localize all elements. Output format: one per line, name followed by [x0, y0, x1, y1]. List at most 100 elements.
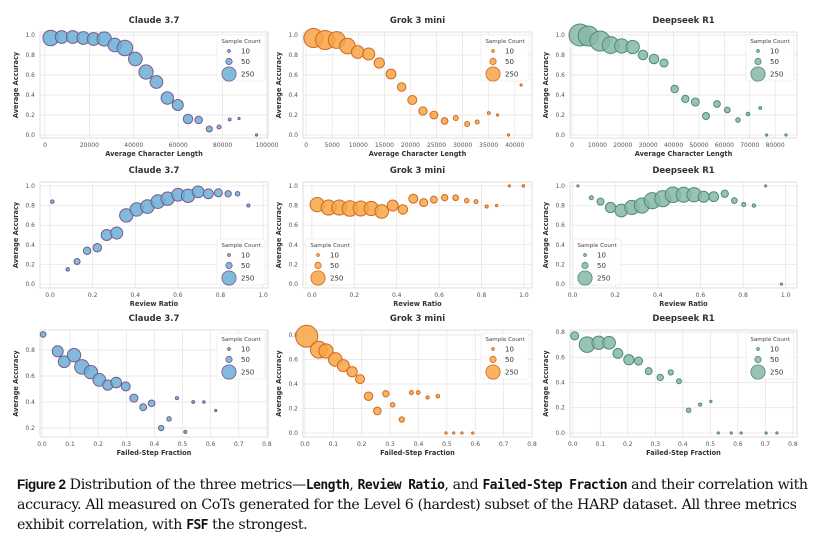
data-point: [570, 331, 580, 341]
y-tick-label: 1.0: [555, 32, 565, 39]
y-tick-label: 0.4: [288, 92, 298, 99]
caption-metric-length: Length: [305, 478, 350, 493]
legend: Sample Count 10 50 250: [480, 332, 530, 380]
y-tick-label: 0.8: [555, 203, 565, 210]
scatter-panel-deepseek: 0 10000 20000 30000 40000 50000 60000 70000 8000…: [542, 16, 798, 158]
data-point: [191, 185, 205, 199]
data-point: [612, 348, 624, 359]
caption-text: and their correlation with accuracy. All…: [17, 477, 808, 533]
legend-label: 10: [770, 346, 779, 354]
x-tick-label: 0.6: [434, 292, 444, 299]
data-point: [452, 115, 459, 121]
x-tick-label: 0.0: [37, 441, 47, 448]
data-point: [224, 190, 232, 198]
data-point: [202, 188, 214, 200]
data-point: [214, 408, 218, 413]
legend-marker: [489, 355, 497, 364]
data-point: [254, 133, 259, 137]
data-point: [396, 82, 407, 92]
y-tick-label: 1.0: [25, 183, 35, 190]
x-tick-label: 0.3: [651, 441, 661, 448]
data-point: [363, 391, 374, 402]
data-point: [729, 431, 733, 435]
x-tick-label: 0.6: [470, 441, 480, 448]
x-tick-label: 0.0: [307, 292, 317, 299]
data-point: [408, 193, 419, 204]
y-tick-label: 0.6: [555, 354, 565, 361]
data-point: [407, 95, 418, 105]
legend-label: 250: [241, 71, 254, 79]
y-tick-label: 0.0: [25, 281, 35, 288]
data-point: [415, 390, 421, 395]
figure-caption: Figure 2 Distribution of the three metri…: [17, 475, 812, 535]
legend-marker: [225, 57, 233, 66]
data-point: [73, 257, 81, 266]
x-tick-label: 0.4: [392, 292, 402, 299]
legend-title: Sample Count: [485, 39, 525, 45]
data-point: [739, 431, 743, 435]
data-point: [735, 117, 741, 123]
panel-title: Grok 3 mini: [390, 314, 445, 324]
x-tick-label: 100000: [256, 142, 279, 149]
y-tick-label: 0.0: [288, 132, 298, 139]
y-tick-label: 0.8: [555, 329, 565, 336]
legend: Sample Count 10 50 250: [745, 332, 795, 380]
data-point: [374, 204, 389, 219]
data-point: [160, 91, 175, 105]
data-point: [623, 354, 635, 366]
legend-marker: [221, 364, 237, 380]
legend: Sample Count 10 50 250: [216, 238, 266, 286]
data-point: [51, 345, 64, 358]
legend-label: 50: [505, 356, 514, 364]
x-tick-label: 0.8: [738, 292, 748, 299]
data-point: [576, 184, 580, 188]
data-point: [336, 359, 350, 373]
y-tick-label: 0.6: [555, 72, 565, 79]
legend-label: 50: [597, 262, 606, 270]
legend-marker: [491, 347, 495, 351]
data-point: [670, 84, 679, 94]
data-point: [588, 195, 594, 201]
data-point: [764, 184, 768, 188]
x-tick-label: 20000: [613, 142, 632, 149]
data-point: [237, 116, 241, 121]
data-points: [303, 27, 523, 137]
y-axis-label: Average Accuracy: [12, 51, 20, 118]
x-tick-label: 0.8: [477, 292, 487, 299]
x-tick-label: 0: [570, 142, 574, 149]
data-point: [519, 83, 523, 87]
x-tick-label: 70000: [740, 142, 759, 149]
data-point: [227, 117, 232, 122]
legend-marker: [221, 270, 237, 286]
data-point: [698, 402, 703, 407]
data-point: [389, 402, 396, 408]
x-axis-label: Failed-Step Fraction: [380, 449, 455, 457]
data-point: [675, 378, 682, 385]
scatter-panel-grok: 0 5000 10000 15000 20000 25000 30000 35000 40000…: [275, 16, 533, 158]
legend-marker: [754, 355, 762, 364]
y-tick-label: 0.0: [288, 430, 298, 437]
legend-label: 10: [241, 252, 250, 260]
x-tick-label: 0.7: [761, 441, 771, 448]
legend-marker: [227, 49, 231, 53]
legend-marker: [314, 261, 322, 270]
legend-label: 250: [330, 275, 343, 283]
legend-label: 10: [505, 346, 514, 354]
x-tick-label: 10000: [588, 142, 607, 149]
x-tick-label: 1.0: [258, 292, 268, 299]
data-point: [741, 202, 747, 208]
x-tick-label: 0.4: [678, 441, 688, 448]
y-tick-label: 1.0: [288, 32, 298, 39]
data-point: [82, 246, 92, 255]
data-point: [521, 184, 526, 188]
x-tick-label: 0.8: [788, 441, 798, 448]
legend-label: 250: [505, 71, 518, 79]
data-point: [681, 94, 690, 104]
data-point: [685, 407, 692, 413]
data-point: [182, 113, 194, 125]
x-axis-label: Failed-Step Fraction: [646, 449, 721, 457]
legend-marker: [227, 347, 231, 351]
y-tick-label: 1.0: [555, 183, 565, 190]
data-point: [92, 242, 103, 253]
x-tick-label: 30000: [639, 142, 658, 149]
